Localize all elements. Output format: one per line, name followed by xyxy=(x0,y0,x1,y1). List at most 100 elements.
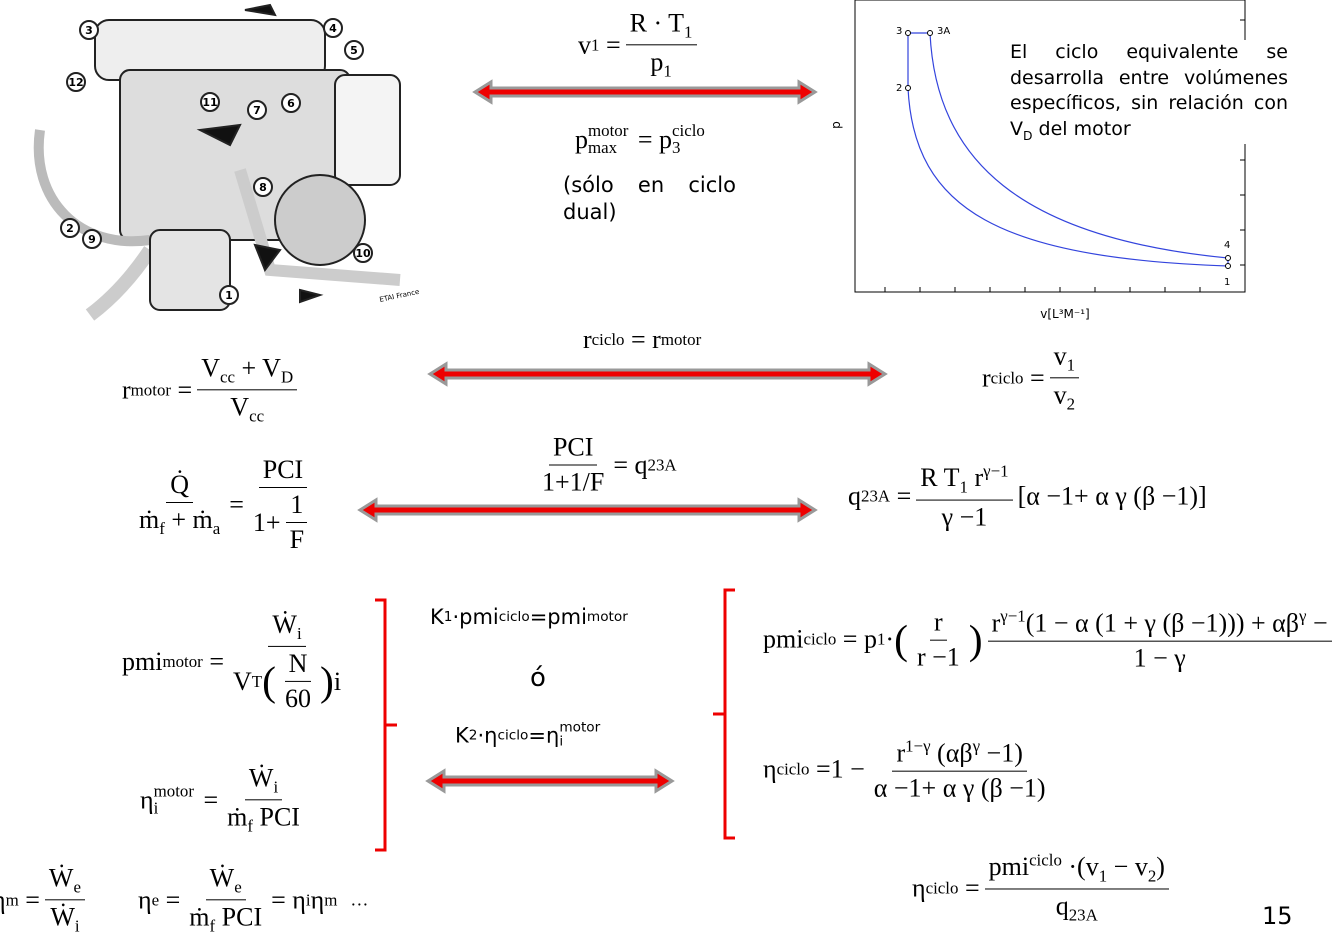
text-token: ciclo xyxy=(1029,850,1062,870)
text-token: r xyxy=(122,375,131,404)
text-token: = xyxy=(631,325,646,354)
text-token: γ xyxy=(972,736,981,756)
text-token: El ciclo equivalente se desarrolla entre… xyxy=(1010,41,1288,140)
text-token: ṁ xyxy=(139,505,160,535)
text-token: 8 xyxy=(259,181,267,194)
text-token: γ −1 xyxy=(941,502,988,532)
text-token: Ẇ xyxy=(248,763,274,793)
text-token: r xyxy=(652,325,661,354)
text-token: ETAI France xyxy=(379,288,420,304)
text-token: 3 xyxy=(672,138,681,157)
text-token: =pmi xyxy=(529,605,587,629)
text-token: 2 xyxy=(1066,394,1076,414)
text-token: Ẇ xyxy=(209,863,235,893)
equation: K 1 ·pmi ciclo =pmi motor xyxy=(430,605,628,629)
text-token: … xyxy=(350,889,369,910)
text-token: 2 xyxy=(1147,866,1157,886)
text-token: ) xyxy=(319,657,334,704)
text-token: 1−γ xyxy=(905,736,931,756)
text-token: γ−1 xyxy=(1000,606,1026,626)
text-token: i xyxy=(153,798,159,817)
text-token: K xyxy=(455,723,469,747)
equation: η motor i = Ẇi ṁf PCI xyxy=(140,763,309,836)
text-token: 1 xyxy=(286,490,308,523)
text-token: T xyxy=(251,671,263,691)
text-token: R T xyxy=(920,463,960,493)
text-token: 23A xyxy=(861,487,891,506)
text-token: PCI xyxy=(215,902,263,932)
text-token: e xyxy=(234,877,242,897)
text-token: Ẇ xyxy=(50,902,75,932)
text-token: del motor xyxy=(1032,117,1131,140)
text-token: V xyxy=(230,392,250,422)
text-token: 3 xyxy=(896,26,902,37)
text-token: · xyxy=(885,625,895,654)
text-token: − xyxy=(1306,608,1328,638)
text-token: ciclo xyxy=(498,609,530,625)
text-token: PCI xyxy=(253,802,300,832)
equation: η ciclo = pmiciclo ·(v1 − v2) q23A xyxy=(912,850,1174,925)
equation: ó xyxy=(530,663,546,693)
text-token: = xyxy=(605,30,621,59)
text-token: ·pmi xyxy=(452,605,499,629)
text-token: pmi xyxy=(122,647,163,676)
text-token: motor xyxy=(162,652,203,671)
text-token: q xyxy=(848,482,861,511)
text-token: 6 xyxy=(287,97,295,110)
text-token: pmi xyxy=(763,625,804,654)
text-token: γ−1 xyxy=(983,461,1009,481)
text-token: v[L³M⁻¹] xyxy=(1040,307,1089,321)
text-token: i xyxy=(273,777,279,797)
text-token: f xyxy=(247,816,253,836)
equation: Q̇ ṁf + ṁa = PCI 1+ 1 F xyxy=(130,455,322,555)
text-token: 4 xyxy=(1224,240,1230,251)
text-token: = xyxy=(896,482,912,511)
text-token: =1 − xyxy=(815,755,865,784)
text-token: ṁ xyxy=(227,802,248,832)
text-token: 11 xyxy=(202,96,217,109)
text-token: = xyxy=(165,885,181,914)
text-token: p xyxy=(575,125,588,154)
text-token: motor xyxy=(130,380,172,399)
text-token: m xyxy=(5,890,19,909)
text-token: p xyxy=(650,47,664,77)
text-token: ·(v xyxy=(1061,852,1099,882)
equation: r ciclo = r motor xyxy=(583,325,701,355)
text-token: 1 xyxy=(959,477,968,497)
text-token: = xyxy=(613,450,629,479)
text-token: ) xyxy=(968,616,983,663)
page-number: 15 xyxy=(1262,902,1293,930)
text-token: K xyxy=(430,605,444,629)
text-token: r −1 xyxy=(916,642,960,672)
text-token: a xyxy=(212,519,221,539)
text-token: 60 xyxy=(284,684,311,714)
equation: r motor = Vcc + VD Vcc xyxy=(122,353,302,426)
text-token: 1 − γ xyxy=(1133,643,1186,673)
text-token: 2 xyxy=(468,727,478,743)
text-token: i xyxy=(333,666,342,696)
equation: K 2 ·η ciclo =η motor i xyxy=(455,721,603,748)
text-token: R · T xyxy=(629,8,685,38)
text-token: motor xyxy=(586,609,628,625)
text-token: 1 xyxy=(684,22,693,42)
text-token: f xyxy=(159,519,165,539)
text-token: motor xyxy=(153,781,194,801)
text-token: = xyxy=(25,885,40,914)
text-token: pmi xyxy=(988,852,1030,882)
text-token: e xyxy=(73,877,81,897)
text-token: = xyxy=(209,647,224,676)
text-token: (1 − α (1 + γ (β −1))) + αβ xyxy=(1025,608,1300,638)
text-token: F xyxy=(289,525,305,554)
text-token: i xyxy=(74,916,80,936)
note: El ciclo equivalente se desarrolla entre… xyxy=(1010,40,1288,145)
equation: p motor max = p ciclo 3 xyxy=(575,122,708,157)
text-token: e xyxy=(151,890,160,909)
text-token: η xyxy=(138,885,152,914)
text-token: 7 xyxy=(253,104,261,117)
text-token: 10 xyxy=(355,247,371,260)
text-token: 23A xyxy=(647,455,677,474)
text-token: 12 xyxy=(68,76,83,89)
text-token: max xyxy=(588,138,618,157)
